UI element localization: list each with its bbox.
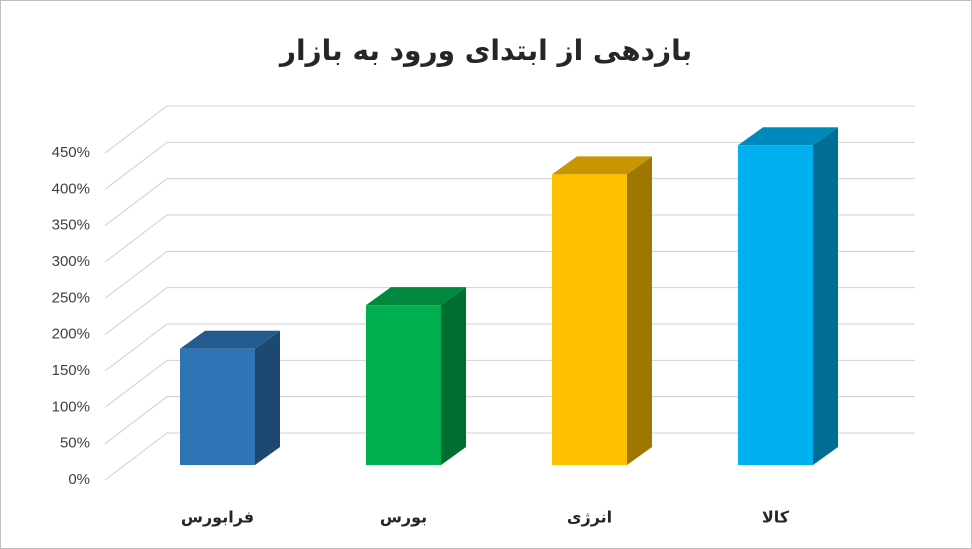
chart-title: بازدهی از ابتدای ورود به بازار <box>278 34 692 67</box>
y-tick-label: 150% <box>52 362 90 379</box>
x-tick-label: انرژی <box>567 508 612 527</box>
bar <box>552 174 627 466</box>
y-tick-label: 200% <box>52 326 90 343</box>
y-tick-label: 100% <box>52 398 90 415</box>
bar <box>366 305 441 465</box>
y-tick-label: 400% <box>52 180 90 197</box>
bar <box>738 145 813 465</box>
y-tick-label: 450% <box>52 144 90 161</box>
grid-line <box>104 178 915 227</box>
y-tick-label: 0% <box>68 471 90 488</box>
bar <box>180 348 255 465</box>
y-tick-label: 50% <box>60 435 90 452</box>
x-tick-label: کالا <box>762 508 790 527</box>
bar-top <box>738 127 838 146</box>
x-tick-label: فرابورس <box>181 508 254 527</box>
bar-side <box>627 156 652 466</box>
y-tick-label: 300% <box>52 253 90 270</box>
bar-top <box>366 287 466 306</box>
bar-side <box>255 330 280 465</box>
bar-top <box>552 156 652 175</box>
bar-top <box>180 330 280 349</box>
grid-line <box>104 396 915 445</box>
grid-line <box>104 323 915 372</box>
grid-line <box>104 105 915 154</box>
y-tick-label: 350% <box>52 217 90 234</box>
grid-line <box>104 432 915 481</box>
grid-line <box>104 141 915 190</box>
bar-side <box>441 287 466 465</box>
y-tick-label: 250% <box>52 289 90 306</box>
grid-line <box>104 250 915 299</box>
grid-line <box>104 287 915 336</box>
bar-side <box>813 127 838 466</box>
grid-line <box>104 214 915 263</box>
grid-line <box>104 359 915 408</box>
x-tick-label: بورس <box>380 508 427 527</box>
